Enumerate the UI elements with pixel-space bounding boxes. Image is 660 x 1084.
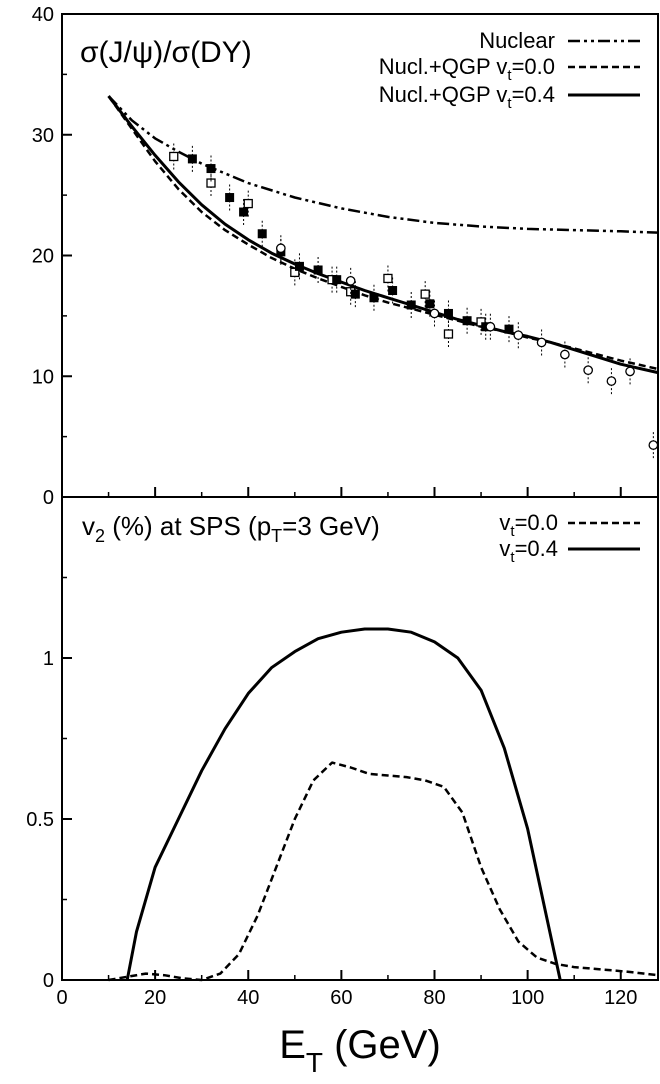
- data-point-filled-square: [257, 229, 267, 239]
- legend-label-qgp-v00: Nucl.+QGP vt=0.0: [379, 54, 555, 84]
- data-point-filled-square: [425, 299, 435, 309]
- data-point-filled-square: [443, 308, 453, 318]
- data-point-open-square: [420, 289, 430, 299]
- data-point-open-square: [243, 198, 253, 209]
- bottom-x-tick-label: 100: [511, 987, 544, 1009]
- top-data-points: [169, 143, 659, 459]
- bottom-x-tick-label: 80: [423, 987, 445, 1009]
- bottom-plot-frame: [61, 496, 659, 981]
- bottom-x-tick-label: 40: [237, 987, 259, 1009]
- x-axis-label: ET (GeV): [279, 1023, 441, 1078]
- bottom-y-tick-label: 0: [43, 970, 54, 992]
- data-point-filled-square: [350, 289, 360, 299]
- top-legend: Nuclear Nucl.+QGP vt=0.0 Nucl.+QGP vt=0.…: [379, 28, 640, 112]
- data-point-open-square: [290, 267, 300, 278]
- data-point-open-circle: [606, 376, 617, 386]
- top-y-tick-label: 40: [32, 4, 54, 26]
- bottom-x-tick-label: 120: [604, 987, 637, 1009]
- legend-label-v2-v04: vt=0.4: [499, 536, 558, 566]
- data-point-open-square: [169, 151, 179, 162]
- legend-label-nuclear: Nuclear: [479, 28, 555, 53]
- bottom-x-tick-label: 20: [144, 987, 166, 1009]
- top-y-tick-label: 0: [43, 487, 54, 509]
- bottom-y-tick-label: 1: [43, 648, 54, 670]
- bottom-y-tick-label: 0.5: [26, 809, 54, 831]
- bottom-series-group: [108, 627, 659, 982]
- bottom-axis-ticks: 0 0.5 1 0 20 40 60 80 100 120: [26, 576, 637, 1009]
- data-point-open-circle: [625, 366, 635, 377]
- data-point-open-circle: [429, 308, 440, 319]
- data-point-open-square: [443, 329, 454, 339]
- top-y-ticks: 0 10 20 30 40: [32, 4, 622, 509]
- top-y-tick-label: 30: [32, 125, 54, 147]
- data-point-open-circle: [275, 243, 286, 254]
- bottom-series-v2_v00: [108, 761, 659, 982]
- top-series-qgp_v00: [107, 95, 659, 371]
- top-series-qgp_v04: [107, 95, 659, 375]
- data-point-filled-square: [313, 265, 323, 275]
- data-point-open-circle: [583, 365, 594, 376]
- data-point-open-square: [383, 273, 393, 284]
- data-point-open-circle: [345, 276, 356, 286]
- data-point-open-circle: [560, 349, 570, 360]
- legend-label-qgp-v04: Nucl.+QGP vt=0.4: [379, 82, 555, 112]
- bottom-x-tick-label: 0: [56, 987, 67, 1009]
- data-point-filled-square: [406, 300, 416, 310]
- bottom-x-tick-label: 60: [330, 987, 352, 1009]
- data-point-filled-square: [187, 154, 197, 164]
- data-point-filled-square: [206, 164, 216, 174]
- data-point-filled-square: [332, 275, 342, 285]
- data-point-open-circle: [485, 321, 496, 332]
- data-point-filled-square: [504, 324, 514, 334]
- data-point-filled-square: [294, 261, 304, 271]
- data-point-open-circle: [648, 440, 659, 450]
- top-chart-title: σ(J/ψ)/σ(DY): [80, 36, 252, 69]
- top-y-tick-label: 10: [32, 366, 54, 388]
- data-point-filled-square: [388, 286, 398, 296]
- data-point-filled-square: [369, 293, 379, 303]
- bottom-legend: vt=0.0 vt=0.4: [499, 510, 640, 566]
- bottom-series-v2_v04: [125, 627, 562, 981]
- top-series-group: [107, 95, 659, 375]
- legend-label-v2-v00: vt=0.0: [499, 510, 558, 540]
- top-plot-frame: [61, 13, 659, 498]
- top-y-tick-label: 20: [32, 246, 54, 268]
- data-point-filled-square: [225, 193, 235, 203]
- top-series-nuclear: [107, 95, 659, 234]
- bottom-chart-title: v2 (%) at SPS (pT=3 GeV): [82, 511, 380, 546]
- data-point-open-circle: [513, 330, 524, 341]
- data-point-open-square: [476, 317, 486, 327]
- data-point-open-circle: [536, 337, 547, 348]
- data-point-filled-square: [239, 207, 249, 217]
- data-point-open-square: [206, 178, 216, 188]
- data-point-filled-square: [462, 316, 472, 326]
